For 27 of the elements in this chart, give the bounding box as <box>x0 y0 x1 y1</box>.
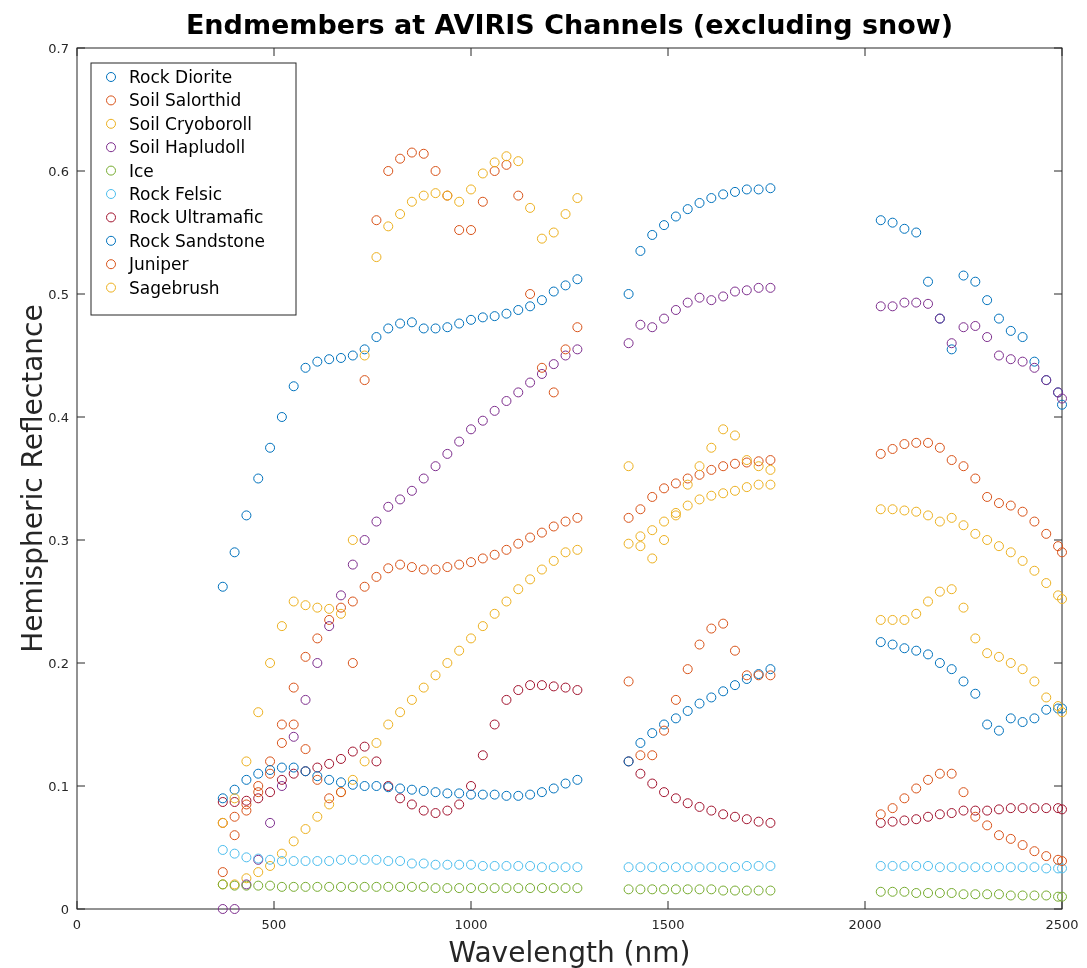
legend-label: Ice <box>129 160 154 181</box>
legend-label: Soil Hapludoll <box>129 137 246 158</box>
y-tick-label: 0.5 <box>48 286 69 302</box>
y-tick-label: 0.3 <box>48 532 69 548</box>
x-axis-title: Wavelength (nm) <box>448 936 691 968</box>
legend-label: Rock Ultramafic <box>129 207 264 228</box>
y-tick-label: 0.1 <box>48 778 69 794</box>
legend-label: Juniper <box>128 254 189 275</box>
x-tick-label: 1500 <box>651 917 685 932</box>
x-tick-label: 1000 <box>454 917 488 932</box>
legend-label: Soil Cryoboroll <box>129 113 253 134</box>
y-tick-label: 0.4 <box>48 409 69 425</box>
legend-label: Rock Diorite <box>129 67 233 87</box>
legend-label: Rock Felsic <box>129 184 223 204</box>
legend-label: Soil Salorthid <box>129 90 242 111</box>
x-tick-label: 0 <box>72 917 82 932</box>
legend-label: Sagebrush <box>129 277 220 298</box>
chart-title: Endmembers at AVIRIS Channels (excluding snow) <box>185 9 954 40</box>
legend-label: Rock Sandstone <box>129 230 265 251</box>
x-tick-label: 500 <box>261 917 287 932</box>
y-tick-label: 0.7 <box>48 40 69 56</box>
y-axis-title: Hemispheric Reflectance <box>16 304 49 653</box>
x-tick-label: 2500 <box>1045 917 1079 932</box>
y-tick-label: 0.2 <box>48 655 69 671</box>
x-tick-label: 2000 <box>848 917 882 932</box>
y-tick-label: 0.6 <box>48 163 69 179</box>
y-tick-label: 0 <box>60 901 69 917</box>
